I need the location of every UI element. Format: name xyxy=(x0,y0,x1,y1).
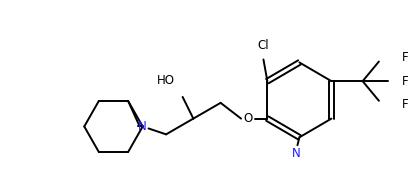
Text: HO: HO xyxy=(157,74,175,87)
Text: F: F xyxy=(402,51,409,64)
Text: N: N xyxy=(292,147,301,160)
Text: N: N xyxy=(138,120,147,133)
Text: F: F xyxy=(402,98,409,111)
Text: F: F xyxy=(402,75,409,88)
Text: O: O xyxy=(243,112,252,125)
Text: Cl: Cl xyxy=(258,39,269,52)
